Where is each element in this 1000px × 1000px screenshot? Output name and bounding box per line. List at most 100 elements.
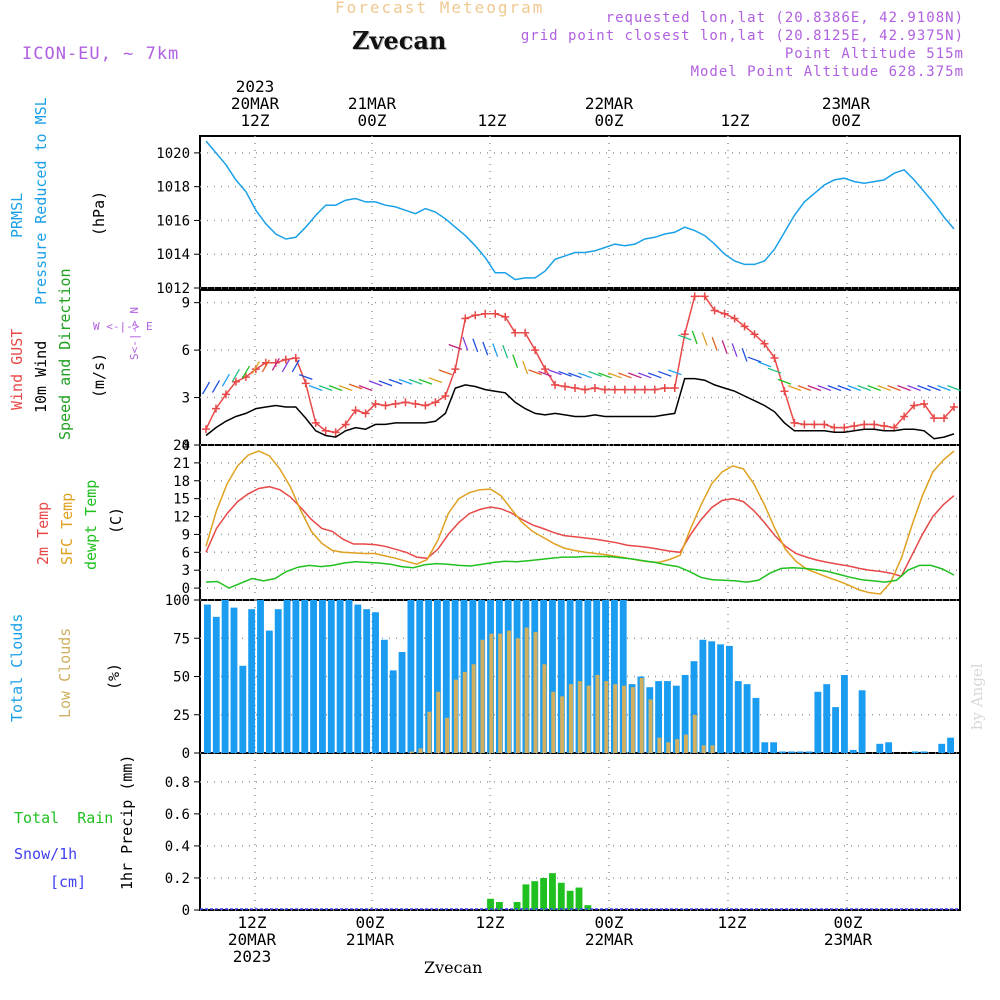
y-tick-label: 0.6	[165, 807, 190, 823]
compass-we: W <-|-> E	[93, 320, 153, 333]
low-cloud-bar	[489, 633, 494, 753]
gust-marker	[730, 314, 739, 323]
wind-direction-arrow	[877, 385, 891, 392]
gust-marker	[381, 401, 390, 410]
wind-direction-arrow	[221, 373, 231, 387]
gust-marker	[301, 379, 310, 388]
gust-marker	[361, 409, 370, 418]
gust-marker	[720, 309, 729, 318]
wind-direction-arrow	[618, 372, 632, 379]
wind-direction-arrow	[588, 370, 602, 377]
wind-direction-arrow	[657, 370, 672, 377]
total-cloud-bar	[221, 600, 229, 753]
y-tick-label: 3	[182, 391, 190, 407]
gust-marker	[690, 292, 699, 301]
gust-marker	[541, 365, 550, 374]
total-cloud-bar	[610, 600, 618, 753]
gust-marker	[670, 384, 679, 393]
bottom-time-label: 12Z 20MAR 2023	[212, 914, 292, 965]
gust-marker	[571, 384, 580, 393]
gust-marker	[231, 377, 240, 386]
total-cloud-bar	[708, 641, 716, 753]
top-time-year: 2023	[235, 77, 275, 96]
gust-marker	[441, 391, 450, 400]
total-cloud-bar	[876, 743, 884, 753]
gust-marker	[640, 385, 649, 394]
gust-marker	[211, 404, 220, 413]
wind-direction-arrow	[448, 343, 463, 350]
wind-direction-arrow	[348, 383, 363, 390]
wind-direction-arrow	[947, 385, 961, 392]
wind-direction-arrow	[598, 372, 612, 379]
wind-direction-arrow	[502, 344, 509, 359]
total-cloud-bar	[230, 607, 238, 753]
rain-bar	[540, 877, 548, 910]
wind-direction-arrow	[731, 343, 738, 357]
y-tick-label: 1012	[156, 281, 190, 297]
total-cloud-bar	[319, 600, 326, 753]
total-cloud-bar	[672, 685, 680, 753]
top-time-date: 23MAR	[821, 94, 871, 113]
wind-direction-arrow	[807, 385, 822, 392]
bottom-time-date: 21MAR	[345, 930, 395, 949]
wind-direction-arrow	[398, 378, 413, 385]
low-cloud-bar	[462, 671, 467, 753]
wind-direction-arrow	[937, 385, 951, 392]
gust-marker	[511, 328, 520, 337]
total-cloud-bar	[363, 609, 371, 753]
y-tick-label: 21	[173, 456, 190, 472]
low-cloud-bar	[577, 681, 582, 753]
y-tick-label: 12	[173, 510, 190, 526]
gust-marker	[790, 418, 799, 427]
rain-label: Total Rain	[14, 809, 114, 827]
gust-marker	[341, 420, 350, 429]
gust-marker	[770, 354, 779, 363]
y-tick-label: 1014	[156, 247, 190, 263]
y-tick-label: 0	[182, 581, 190, 597]
bottom-time-hour: 12Z	[475, 913, 505, 932]
y-tick-label: 6	[182, 343, 190, 359]
y-tick-label: 50	[173, 670, 190, 686]
gust-marker	[221, 390, 230, 399]
low-cloud-bar	[436, 691, 441, 753]
top-time-label: 12Z	[452, 112, 532, 129]
gust-marker	[910, 401, 919, 410]
rain-bar	[549, 873, 556, 910]
wind-direction-arrow	[548, 369, 562, 376]
gust-marker	[660, 384, 669, 393]
gust-line	[205, 295, 955, 434]
y-tick-label: 25	[173, 708, 190, 724]
wind-direction-arrow	[318, 385, 333, 392]
total-cloud-bar	[239, 665, 247, 753]
gust-marker	[940, 414, 949, 423]
gust-marker	[880, 422, 889, 431]
total-cloud-bar	[557, 600, 565, 753]
wind-direction-arrow	[787, 385, 802, 392]
bottom-time-date: 23MAR	[823, 930, 873, 949]
top-time-label: 12Z	[695, 112, 775, 129]
gust-marker	[870, 420, 879, 429]
total-cloud-bar	[416, 600, 424, 753]
gust-marker	[580, 385, 589, 394]
panel-frame	[199, 289, 961, 446]
bottom-time-hour: 12Z	[237, 913, 267, 932]
gust-marker	[521, 328, 530, 337]
gust-marker	[291, 354, 300, 363]
low-cloud-bar	[666, 742, 671, 753]
total-cloud-bar	[938, 743, 946, 753]
low-cloud-bar	[533, 632, 538, 753]
dewpt-line	[205, 555, 955, 589]
gust-marker	[630, 385, 639, 394]
low-cloud-bar	[692, 714, 697, 753]
y-tick-label: 9	[182, 527, 190, 543]
wind-direction-arrow	[251, 361, 260, 374]
bottom-time-label: 00Z 22MAR	[569, 914, 649, 948]
total-cloud-bar	[283, 600, 291, 753]
top-time-hour: 12Z	[720, 111, 750, 130]
total-cloud-bar	[434, 600, 441, 753]
wind-direction-arrow	[797, 385, 812, 392]
gust-marker	[820, 420, 829, 429]
total-cloud-bar	[292, 600, 300, 753]
total-cloud-bar	[681, 674, 689, 753]
wind-direction-arrow	[847, 385, 862, 392]
